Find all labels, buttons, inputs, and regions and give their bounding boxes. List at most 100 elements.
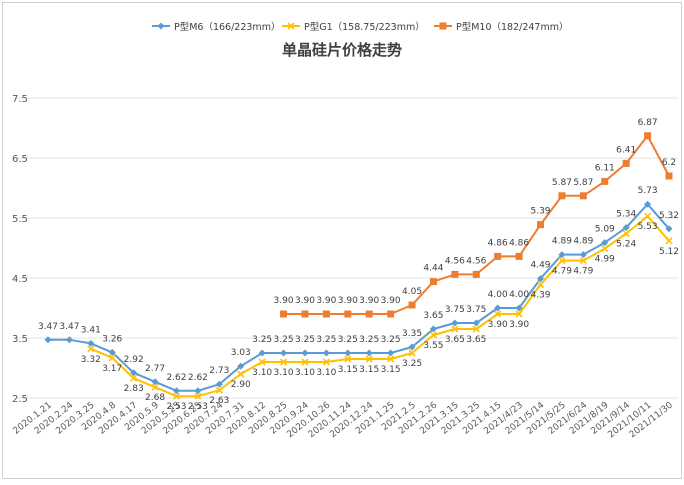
data-label: 5.32	[659, 211, 679, 221]
data-point	[280, 310, 288, 318]
data-point	[494, 252, 502, 260]
data-label: 2.63	[209, 396, 229, 406]
data-point	[258, 349, 266, 357]
data-label: 4.79	[573, 267, 593, 277]
data-point	[665, 237, 673, 245]
data-label: 2.68	[145, 393, 165, 403]
data-point	[429, 331, 438, 339]
data-point	[515, 304, 523, 312]
gridlines	[14, 97, 678, 399]
series-0	[44, 200, 673, 395]
data-point	[301, 358, 309, 366]
data-point	[558, 192, 566, 200]
data-label: 3.47	[38, 322, 58, 332]
data-label: 3.90	[488, 320, 508, 330]
data-label: 6.11	[595, 163, 615, 173]
data-point	[537, 221, 545, 229]
data-point	[387, 355, 395, 363]
series-1	[87, 212, 673, 400]
data-point	[408, 349, 416, 357]
data-point	[387, 310, 395, 318]
data-label: 3.65	[466, 335, 486, 345]
y-tick-label: 4.5	[12, 274, 28, 285]
data-label: 3.90	[316, 296, 336, 306]
data-label: 4.86	[509, 238, 529, 248]
data-point	[151, 378, 159, 386]
y-tick-label: 6.5	[12, 154, 28, 165]
data-label: 3.90	[338, 296, 358, 306]
data-point	[558, 251, 566, 259]
data-point	[130, 369, 138, 377]
data-label: 2.73	[209, 366, 229, 376]
data-label: 5.09	[595, 225, 615, 235]
y-tick-label: 7.5	[12, 94, 28, 105]
data-label: 3.65	[445, 335, 465, 345]
legend-item: P型M6（166/223mm）	[152, 21, 280, 33]
data-label: 3.90	[509, 320, 529, 330]
data-point	[601, 239, 609, 247]
data-label: 5.39	[530, 207, 550, 217]
series-layer	[44, 132, 673, 400]
data-point	[87, 339, 95, 347]
data-point	[622, 230, 630, 238]
data-label: 5.73	[638, 186, 658, 196]
data-label: 4.86	[488, 238, 508, 248]
data-point	[322, 358, 330, 366]
data-label: 6.41	[616, 145, 636, 155]
data-label: 3.47	[59, 322, 79, 332]
data-label: 3.35	[402, 329, 422, 339]
data-label: 3.75	[445, 305, 465, 315]
data-point	[172, 392, 181, 400]
data-point	[579, 192, 587, 200]
data-point	[322, 310, 330, 318]
data-label: 5.53	[638, 222, 658, 232]
data-label: 3.17	[102, 364, 122, 374]
data-label: 3.26	[102, 334, 122, 344]
data-point	[515, 310, 523, 318]
data-label: 3.32	[81, 355, 101, 365]
data-point	[108, 354, 116, 362]
series-line	[48, 203, 670, 392]
data-point	[558, 257, 566, 265]
y-tick-label: 5.5	[12, 214, 28, 225]
data-point	[301, 349, 309, 357]
data-label: 2.53	[166, 402, 186, 412]
data-label: 4.05	[402, 287, 422, 297]
data-point	[644, 132, 652, 140]
data-label: 4.99	[595, 255, 615, 265]
data-label: 4.44	[423, 264, 443, 274]
data-point	[130, 374, 138, 382]
data-label: 4.00	[509, 290, 529, 300]
data-point	[622, 159, 630, 167]
data-label: 3.10	[252, 368, 272, 378]
data-label: 3.25	[359, 335, 379, 345]
data-point	[387, 349, 395, 357]
data-label: 5.87	[552, 178, 572, 188]
data-point	[279, 358, 288, 366]
data-label: 3.25	[295, 335, 315, 345]
data-point	[215, 386, 223, 394]
data-label: 2.62	[188, 373, 208, 383]
data-point	[87, 345, 95, 353]
data-point	[579, 257, 587, 265]
data-point	[451, 270, 459, 278]
data-label: 4.39	[530, 291, 550, 301]
data-point	[65, 336, 73, 344]
data-point	[280, 349, 288, 357]
data-point	[515, 252, 523, 260]
data-label: 4.79	[552, 267, 572, 277]
data-label: 3.90	[359, 296, 379, 306]
data-label: 3.15	[381, 365, 401, 375]
data-label: 3.75	[466, 305, 486, 315]
data-labels: 3.47 3.47 3.413.262.922.772.62 2.622.733.03…	[38, 118, 679, 412]
data-point	[429, 278, 437, 286]
data-label: 3.41	[81, 325, 101, 335]
legend-item: P型G1（158.75/223mm）	[282, 21, 425, 33]
data-point	[536, 281, 545, 289]
data-label: 4.89	[552, 237, 572, 247]
data-point	[665, 172, 673, 180]
data-label: 3.25	[402, 359, 422, 369]
data-point	[365, 310, 373, 318]
